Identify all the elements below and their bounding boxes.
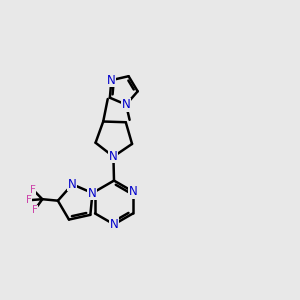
Text: N: N — [88, 187, 97, 200]
Text: N: N — [107, 74, 116, 87]
Text: N: N — [129, 185, 137, 198]
Text: N: N — [68, 178, 77, 191]
Text: F: F — [32, 205, 38, 215]
Text: F: F — [30, 184, 36, 194]
Text: N: N — [110, 218, 118, 231]
Text: N: N — [122, 98, 130, 111]
Text: F: F — [26, 195, 32, 205]
Text: N: N — [109, 149, 118, 163]
